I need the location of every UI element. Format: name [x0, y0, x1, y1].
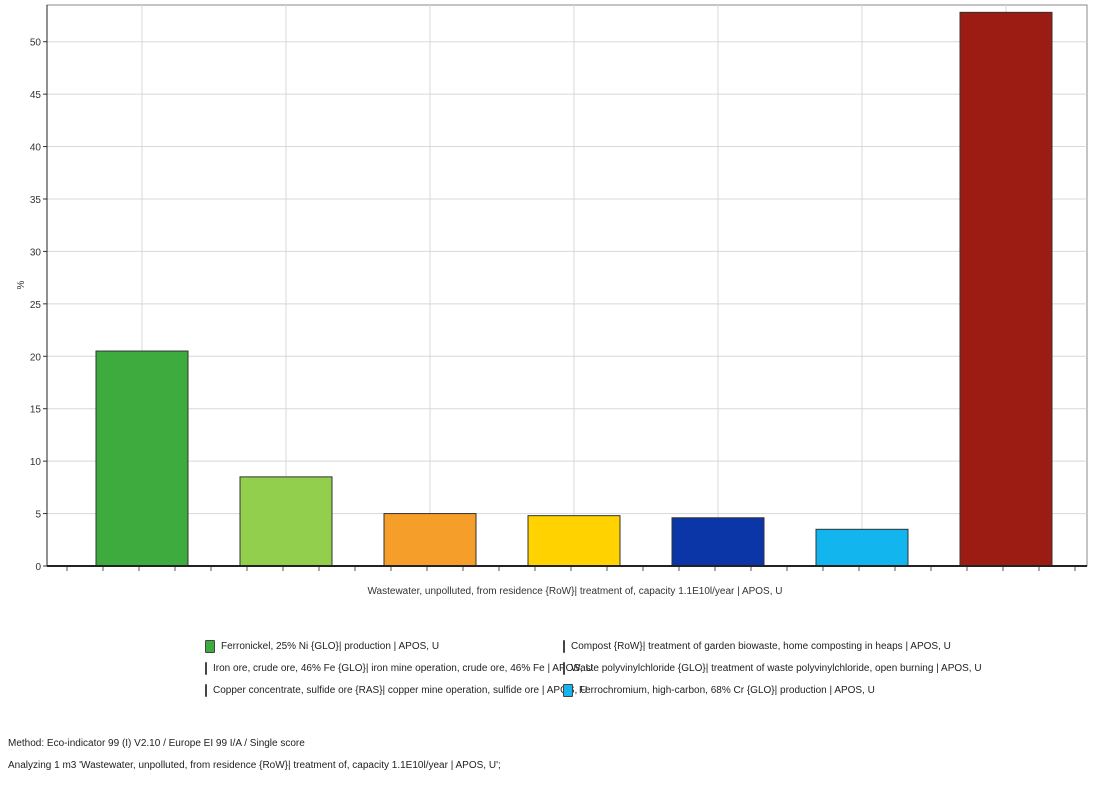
y-tick-label: 45: [30, 90, 42, 101]
y-tick-label: 5: [35, 510, 41, 521]
bar: [671, 517, 765, 567]
y-tick-label: 15: [30, 405, 42, 416]
legend-item: Iron ore, crude ore, 46% Fe {GLO}| iron …: [205, 662, 593, 675]
bar: [815, 528, 909, 567]
legend-label: Ferronickel, 25% Ni {GLO}| production | …: [221, 641, 440, 652]
bar: [239, 476, 333, 567]
y-tick-label: 40: [30, 143, 42, 154]
y-tick-label: 50: [30, 38, 42, 49]
legend-item: Ferronickel, 25% Ni {GLO}| production | …: [205, 640, 563, 653]
legend-item: Ferrochromium, high-carbon, 68% Cr {GLO}…: [563, 684, 923, 697]
x-axis-label: Wastewater, unpolluted, from residence {…: [367, 586, 782, 597]
bar: [959, 11, 1053, 567]
legend-swatch: [563, 662, 565, 675]
bar: [383, 513, 477, 567]
legend-item: Compost {RoW}| treatment of garden biowa…: [563, 640, 951, 653]
bar: [527, 515, 621, 567]
legend-label: Waste polyvinylchloride {GLO}| treatment…: [571, 663, 982, 674]
method-text: Method: Eco-indicator 99 (I) V2.10 / Eur…: [8, 738, 305, 749]
y-tick-label: 25: [30, 300, 42, 311]
y-tick-label: 10: [30, 457, 42, 468]
legend: Ferronickel, 25% Ni {GLO}| production | …: [205, 640, 982, 697]
legend-swatch: [205, 662, 207, 675]
bar: [95, 350, 189, 567]
legend-label: Compost {RoW}| treatment of garden biowa…: [571, 641, 951, 652]
y-tick-label: 35: [30, 195, 42, 206]
y-tick-label: 30: [30, 247, 42, 258]
y-axis-label: %: [16, 280, 27, 289]
legend-label: Iron ore, crude ore, 46% Fe {GLO}| iron …: [213, 663, 593, 674]
bar-chart: 0 5 10 15 20 25 30 35 40 45 50 Wastewater, unpollut…: [16, 4, 1088, 597]
y-tick-label: 0: [35, 562, 41, 573]
legend-swatch: [563, 640, 565, 653]
legend-swatch: [205, 684, 207, 697]
legend-swatch: [563, 684, 573, 697]
legend-item: Copper concentrate, sulfide ore {RAS}| c…: [205, 684, 587, 697]
legend-swatch: [205, 640, 215, 653]
y-tick-label: 20: [30, 352, 42, 363]
analyzing-text: Analyzing 1 m3 'Wastewater, unpolluted, …: [8, 760, 501, 771]
legend-item: Waste polyvinylchloride {GLO}| treatment…: [563, 662, 982, 675]
legend-label: Copper concentrate, sulfide ore {RAS}| c…: [213, 685, 588, 696]
legend-label: Ferrochromium, high-carbon, 68% Cr {GLO}…: [579, 685, 875, 696]
plot-area: [46, 4, 1088, 567]
